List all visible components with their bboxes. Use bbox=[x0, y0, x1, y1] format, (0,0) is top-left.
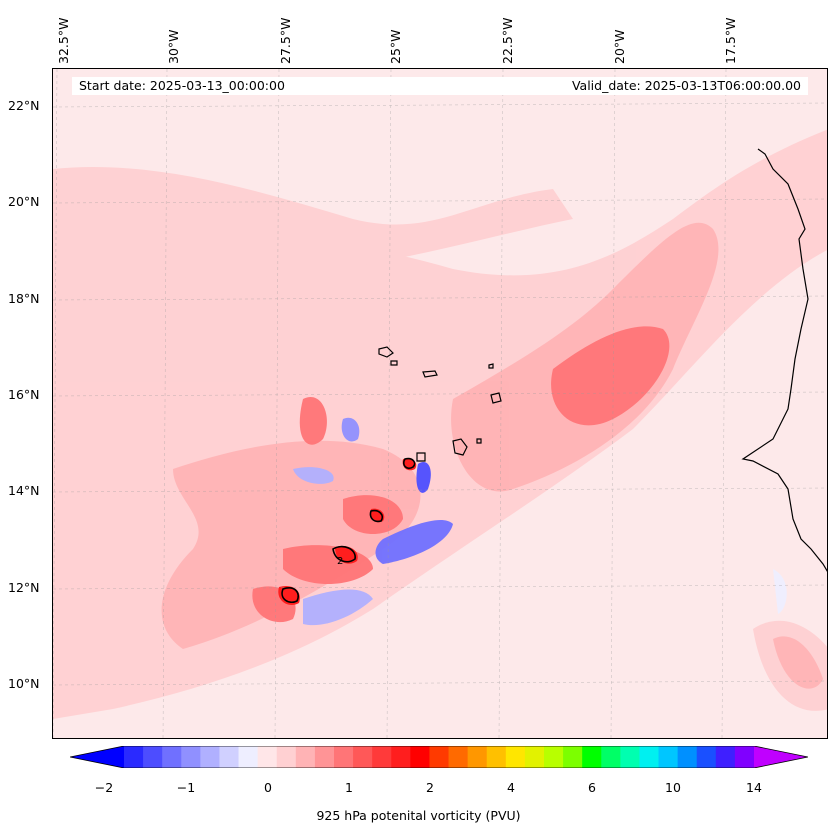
colorbar-tick-14: 14 bbox=[746, 780, 762, 795]
colorbar-label: 925 hPa potenital vorticity (PVU) bbox=[316, 808, 521, 823]
colorbar-tick-6: 6 bbox=[588, 780, 596, 795]
colorbar-segment bbox=[124, 746, 144, 768]
lon-label-30w: 30°W bbox=[166, 29, 181, 64]
lat-label-18n: 18°N bbox=[8, 291, 40, 306]
lat-label-22n: 22°N bbox=[8, 98, 40, 113]
colorbar-segment bbox=[639, 746, 660, 768]
contour-label-2: 2 bbox=[337, 556, 343, 567]
colorbar-segment bbox=[524, 746, 545, 768]
colorbar-segment bbox=[334, 746, 354, 768]
colorbar-segment bbox=[181, 746, 201, 768]
pv-shading-strong bbox=[252, 326, 670, 623]
colorbar-segment bbox=[696, 746, 717, 768]
lon-label-22-5w: 22.5°W bbox=[500, 17, 515, 64]
colorbar-segment bbox=[143, 746, 163, 768]
start-date-label: Start date: 2025-03-13_00:00:00 bbox=[79, 78, 285, 93]
lat-label-20n: 20°N bbox=[8, 194, 40, 209]
colorbar-tick--1: −1 bbox=[176, 780, 196, 795]
colorbar-segment bbox=[544, 746, 564, 768]
colorbar-segment bbox=[715, 746, 736, 768]
colorbar-tick-1: 1 bbox=[345, 780, 353, 795]
colorbar-segment bbox=[200, 746, 220, 768]
colorbar-segment bbox=[734, 746, 755, 768]
colorbar bbox=[70, 746, 808, 768]
lat-label-12n: 12°N bbox=[8, 580, 40, 595]
colorbar-tick--2: −2 bbox=[94, 780, 114, 795]
colorbar-tick-10: 10 bbox=[665, 780, 681, 795]
africa-coastline bbox=[741, 148, 827, 572]
lat-label-14n: 14°N bbox=[8, 483, 40, 498]
colorbar-segment bbox=[601, 746, 621, 768]
colorbar-segment bbox=[563, 746, 583, 768]
colorbar-segment bbox=[276, 746, 297, 768]
colorbar-segment bbox=[429, 746, 450, 768]
lon-label-25w: 25°W bbox=[388, 29, 403, 64]
colorbar-segment bbox=[658, 746, 679, 768]
colorbar-segment bbox=[162, 746, 182, 768]
colorbar-segment bbox=[391, 746, 411, 768]
pv-contour-field: 2 bbox=[53, 69, 827, 738]
lat-label-16n: 16°N bbox=[8, 387, 40, 402]
lon-label-17-5w: 17.5°W bbox=[723, 17, 738, 64]
colorbar-segment bbox=[620, 746, 640, 768]
colorbar-segment bbox=[467, 746, 488, 768]
lon-label-32-5w: 32.5°W bbox=[56, 17, 71, 64]
graticule bbox=[53, 69, 827, 738]
colorbar-segment bbox=[314, 746, 335, 768]
colorbar-tick-4: 4 bbox=[507, 780, 515, 795]
pv-2-contours bbox=[281, 457, 416, 604]
colorbar-segment bbox=[295, 746, 316, 768]
colorbar-segment bbox=[257, 746, 278, 768]
colorbar-segment bbox=[677, 746, 698, 768]
lat-label-10n: 10°N bbox=[8, 676, 40, 691]
colorbar-tick-2: 2 bbox=[426, 780, 434, 795]
colorbar-segment bbox=[372, 746, 392, 768]
colorbar-segment bbox=[410, 746, 430, 768]
colorbar-segment bbox=[486, 746, 507, 768]
pv-map: 2 bbox=[52, 68, 828, 739]
cape-verde-islands bbox=[378, 346, 502, 462]
colorbar-segment bbox=[353, 746, 373, 768]
lon-label-20w: 20°W bbox=[612, 29, 627, 64]
colorbar-segment bbox=[219, 746, 240, 768]
colorbar-segment bbox=[238, 746, 259, 768]
colorbar-extend-max bbox=[754, 746, 808, 768]
colorbar-segment bbox=[448, 746, 469, 768]
colorbar-tick-0: 0 bbox=[264, 780, 272, 795]
valid-date-label: Valid_date: 2025-03-13T06:00:00.00 bbox=[571, 78, 801, 93]
colorbar-segment bbox=[582, 746, 602, 768]
lon-label-27-5w: 27.5°W bbox=[278, 17, 293, 64]
colorbar-extend-min bbox=[70, 746, 124, 768]
colorbar-segment bbox=[505, 746, 526, 768]
pv-negative-shading bbox=[293, 417, 787, 626]
header-band bbox=[72, 77, 808, 95]
